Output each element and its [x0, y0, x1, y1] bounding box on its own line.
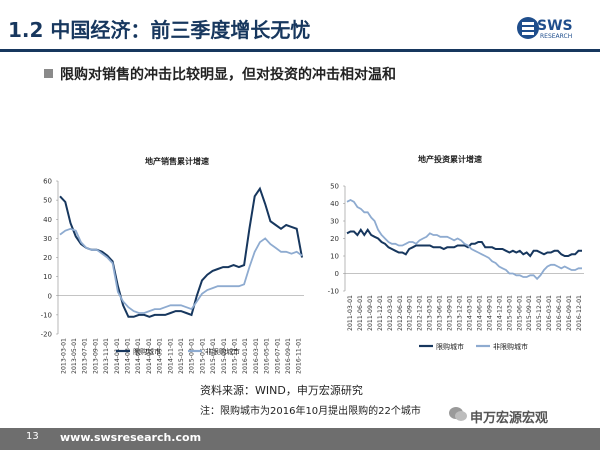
x-tick-label: 2016-05-01 — [264, 338, 271, 374]
x-tick-label: 2014-12-01 — [496, 295, 503, 331]
note-text: 注：限购城市为2016年10月提出限购的22个城市 — [200, 406, 421, 417]
x-tick-label: 2013-05-01 — [71, 338, 78, 374]
slide-subtitle: 限购对销售的冲击比较明显，但对投资的冲击相对温和 — [60, 67, 396, 83]
x-tick-label: 2016-06-01 — [556, 295, 563, 331]
x-tick-label: 2012-12-01 — [417, 295, 424, 331]
footer-bar — [0, 428, 600, 450]
y-tick-label: 20 — [330, 235, 339, 243]
x-tick-label: 2015-07-01 — [210, 338, 217, 374]
y-tick-label: 40 — [43, 216, 52, 224]
x-tick-label: 2014-01-01 — [114, 338, 121, 374]
y-tick-label: 10 — [330, 253, 339, 261]
source-text: 资料来源：WIND，申万宏源研究 — [200, 384, 363, 397]
x-tick-label: 2014-07-01 — [146, 338, 153, 374]
title-underline — [0, 49, 600, 52]
y-tick-label: 20 — [43, 254, 52, 262]
x-tick-label: 2013-09-01 — [447, 295, 454, 331]
y-tick-label: -10 — [41, 311, 52, 319]
legend-label: 非限购城市 — [493, 342, 528, 351]
x-tick-label: 2012-06-01 — [397, 295, 404, 331]
x-tick-label: 2015-01-01 — [178, 338, 185, 374]
series-line-2 — [59, 227, 303, 314]
x-tick-label: 2013-09-01 — [92, 338, 99, 374]
x-tick-label: 2016-11-01 — [296, 338, 303, 374]
x-tick-label: 2016-12-01 — [576, 295, 583, 331]
y-tick-label: 60 — [43, 178, 52, 186]
x-tick-label: 2014-09-01 — [486, 295, 493, 331]
series-line-1 — [346, 227, 582, 258]
legend-label: 限购城市 — [133, 347, 161, 356]
series-line-2 — [346, 198, 582, 281]
x-tick-label: 2014-03-01 — [466, 295, 473, 331]
x-tick-label: 2016-09-01 — [285, 338, 292, 374]
y-tick-label: 50 — [43, 197, 52, 205]
x-tick-label: 2013-03-01 — [60, 338, 67, 374]
footer-url-link[interactable]: www.swsresearch.com — [60, 431, 202, 444]
wechat-icon — [449, 407, 467, 421]
series-line-1 — [59, 186, 303, 318]
y-tick-label: -20 — [41, 331, 52, 339]
x-tick-label: 2013-12-01 — [457, 295, 464, 331]
x-tick-label: 2015-12-01 — [536, 295, 543, 331]
sws-logo — [517, 17, 539, 39]
x-tick-label: 2016-09-01 — [566, 295, 573, 331]
bullet-icon — [44, 69, 53, 78]
legend-label: 非限购城市 — [205, 347, 240, 356]
x-tick-label: 2014-03-01 — [125, 338, 132, 374]
x-tick-label: 2016-03-01 — [253, 338, 260, 374]
chart-2: 地产投资累计增速 -10 0 10 20 30 40 50 2011-03-01 2011-06-… — [328, 154, 584, 351]
x-tick-label: 2015-03-01 — [189, 338, 196, 374]
x-tick-label: 2015-05-01 — [199, 338, 206, 374]
y-tick-label: 40 — [330, 200, 339, 208]
y-tick-label: 0 — [48, 292, 52, 300]
y-tick-label: 0 — [335, 270, 339, 278]
x-tick-label: 2015-06-01 — [516, 295, 523, 331]
y-tick-label: 10 — [43, 273, 52, 281]
y-tick-label: 30 — [330, 218, 339, 226]
chart-title: 地产销售累计增速 — [145, 156, 209, 166]
x-tick-label: 2015-11-01 — [231, 338, 238, 374]
chart-title: 地产投资累计增速 — [418, 154, 482, 164]
page-title: 1.2 中国经济：前三季度增长无忧 — [8, 18, 311, 42]
x-tick-label: 2015-09-01 — [221, 338, 228, 374]
page-number: 13 — [26, 431, 39, 442]
x-tick-label: 2012-09-01 — [407, 295, 414, 331]
x-tick-label: 2011-06-01 — [357, 295, 364, 331]
y-tick-label: 50 — [330, 183, 339, 191]
x-tick-label: 2014-11-01 — [167, 338, 174, 374]
chart-1: 地产销售累计增速 -20 -10 0 10 20 30 40 50 60 2013-03-01 201… — [41, 156, 304, 374]
x-tick-label: 2016-03-01 — [546, 295, 553, 331]
logo-subtext: RESEARCH — [540, 33, 573, 40]
x-tick-label: 2015-03-01 — [506, 295, 513, 331]
x-tick-label: 2013-11-01 — [103, 338, 110, 374]
x-tick-label: 2016-07-01 — [274, 338, 281, 374]
x-tick-label: 2013-06-01 — [437, 295, 444, 331]
legend-label: 限购城市 — [436, 342, 464, 351]
x-tick-label: 2014-09-01 — [157, 338, 164, 374]
x-tick-label: 2013-07-01 — [82, 338, 89, 374]
x-tick-label: 2013-03-01 — [427, 295, 434, 331]
logo-text: SWS — [537, 18, 573, 34]
x-tick-label: 2014-05-01 — [135, 338, 142, 374]
x-tick-label: 2016-01-01 — [242, 338, 249, 374]
watermark-text: 申万宏源宏观 — [470, 411, 549, 426]
x-tick-label: 2011-12-01 — [377, 295, 384, 331]
x-tick-label: 2011-03-01 — [347, 295, 354, 331]
y-tick-label: 30 — [43, 235, 52, 243]
x-tick-label: 2014-06-01 — [476, 295, 483, 331]
x-tick-label: 2011-09-01 — [367, 295, 374, 331]
x-tick-label: 2012-03-01 — [387, 295, 394, 331]
x-tick-label: 2015-09-01 — [526, 295, 533, 331]
y-tick-label: -10 — [328, 288, 339, 296]
